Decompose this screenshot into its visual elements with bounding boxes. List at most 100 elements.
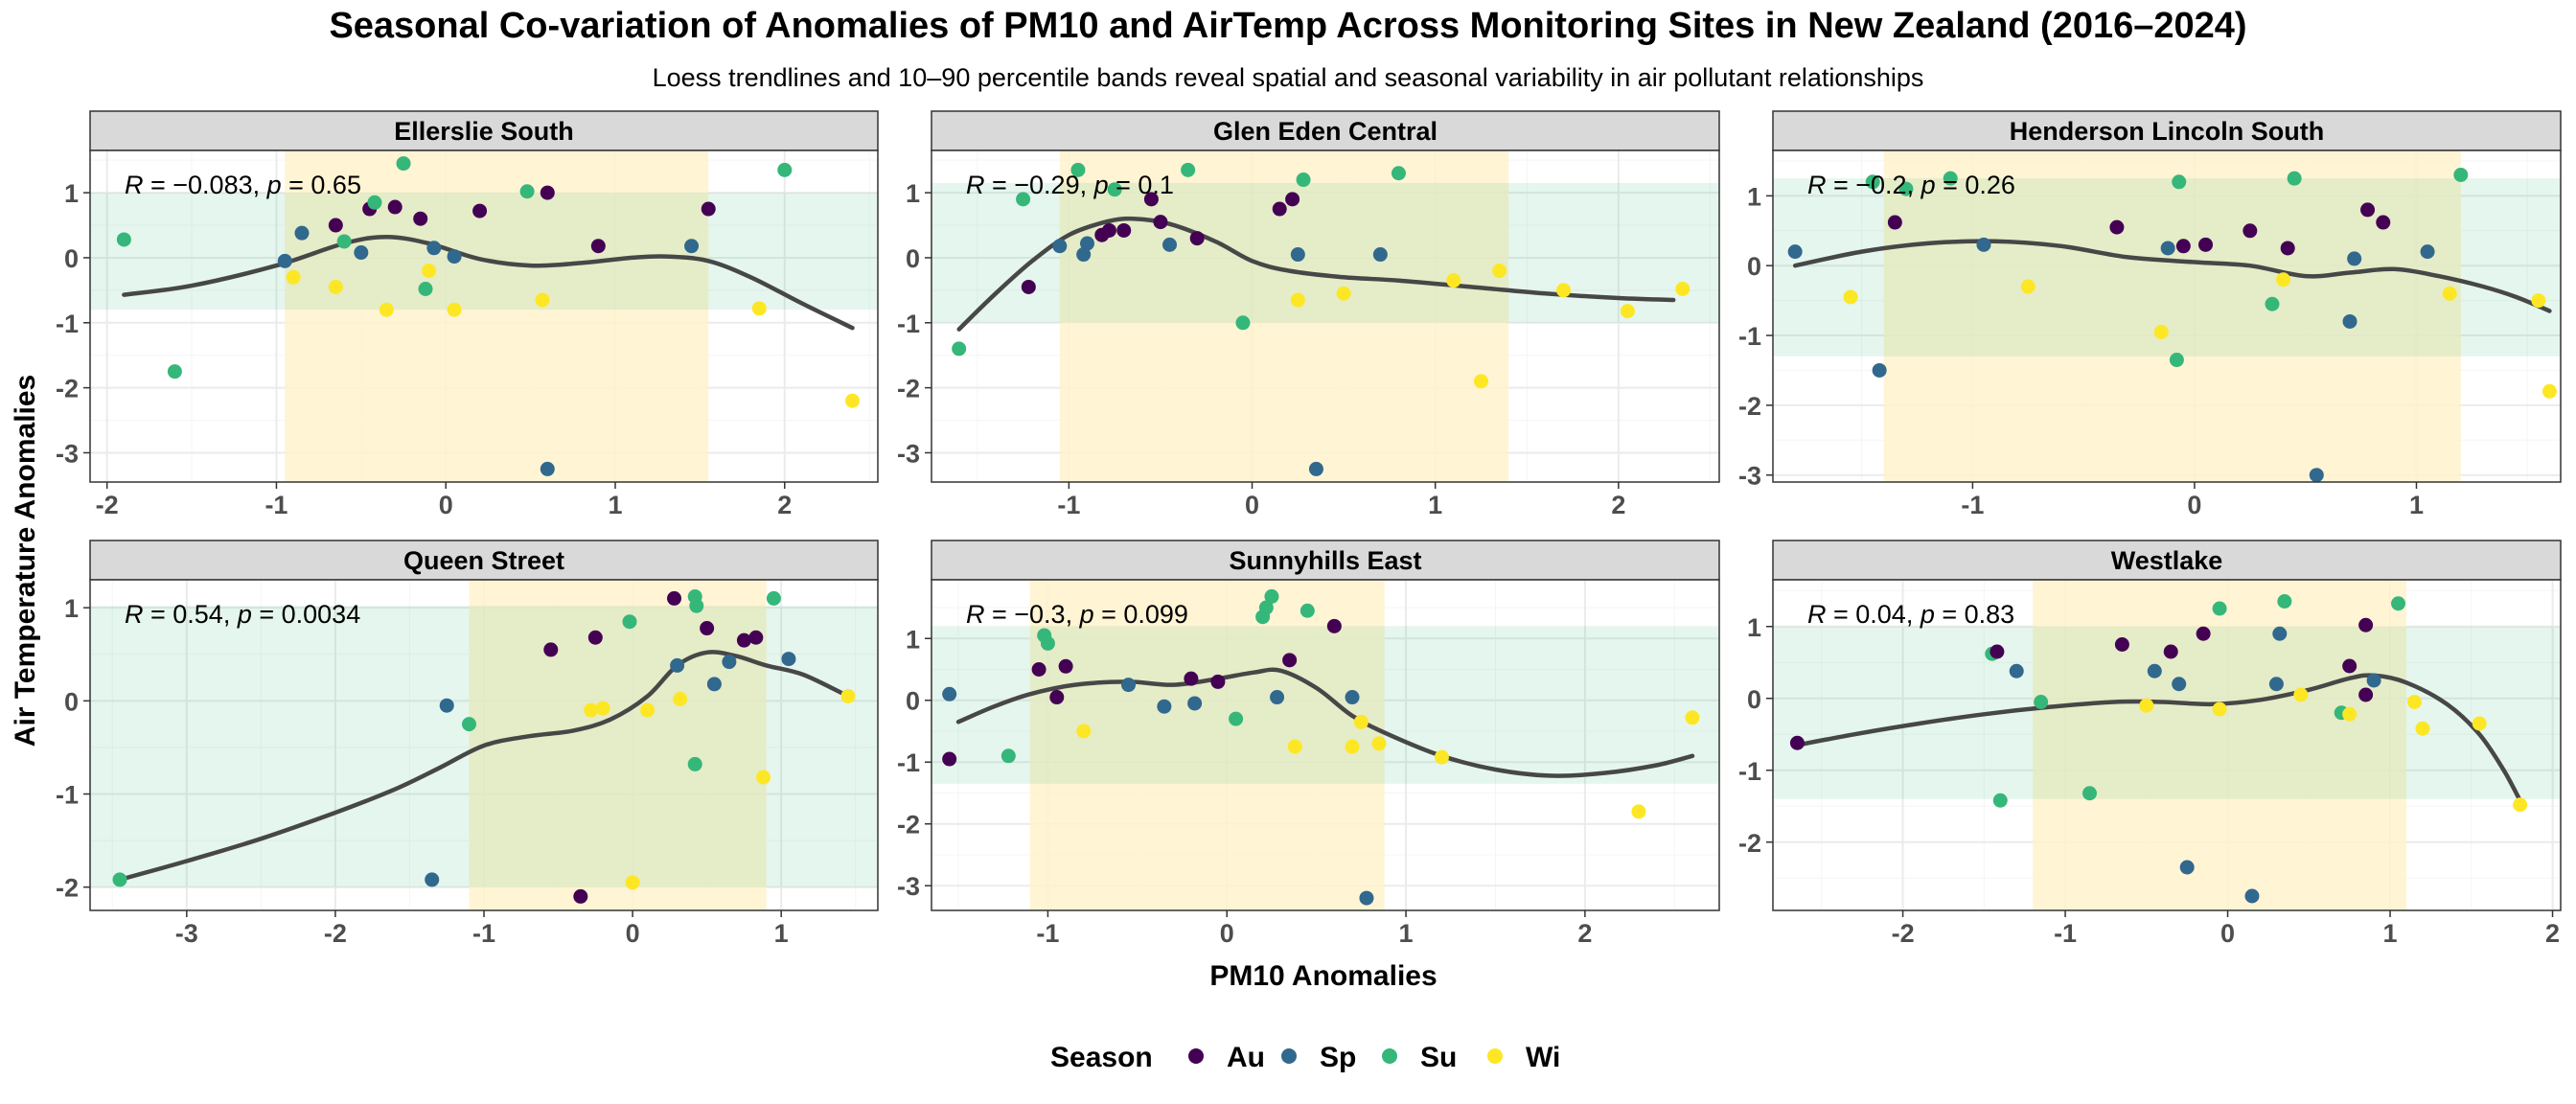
y-tick-label: 1	[906, 625, 920, 654]
data-point-au	[2198, 237, 2214, 252]
data-point-sp	[1359, 890, 1374, 906]
data-point-sp	[1308, 461, 1323, 476]
data-point-su	[1391, 166, 1406, 181]
data-point-wi	[2020, 279, 2036, 294]
facet-strip-label: Ellerslie South	[394, 117, 574, 146]
data-point-wi	[2442, 286, 2457, 301]
y-axis-title: Air Temperature Anomalies	[10, 375, 41, 747]
facet-panel: Henderson Lincoln South R = −0.2, p = 0.2…	[1738, 110, 2562, 519]
data-point-sp	[2172, 677, 2187, 692]
data-point-sp	[2244, 888, 2260, 904]
data-point-su	[519, 184, 535, 199]
data-point-su	[2212, 601, 2227, 616]
data-point-wi	[1675, 282, 1690, 297]
data-point-au	[1189, 231, 1205, 246]
correlation-label: R = −0.29, p = 0.1	[966, 171, 1174, 199]
data-point-au	[2163, 644, 2178, 659]
x-axis-title: PM10 Anomalies	[1209, 960, 1437, 992]
y-tick-label: -1	[56, 310, 79, 338]
data-point-sp	[2272, 626, 2288, 641]
loess-trendline	[117, 650, 851, 883]
legend-key-au	[1188, 1048, 1204, 1064]
data-point-wi	[2531, 293, 2546, 309]
y-tick-label: -1	[897, 310, 920, 338]
data-point-sp	[2366, 673, 2381, 688]
data-point-su	[167, 364, 182, 380]
data-point-au	[2196, 626, 2211, 641]
data-point-sp	[2160, 241, 2175, 256]
y-tick-label: -2	[897, 375, 920, 403]
data-point-au	[1285, 192, 1300, 207]
x-tick-label: 0	[439, 491, 453, 519]
legend-label: Su	[1420, 1042, 1457, 1073]
data-point-au	[1210, 674, 1226, 689]
data-point-su	[1300, 603, 1315, 618]
data-point-su	[952, 341, 967, 356]
chart-title: Seasonal Co-variation of Anomalies of PM…	[329, 6, 2247, 46]
facet-strip-label: Westlake	[2111, 546, 2223, 575]
pm10-percentile-band	[2033, 580, 2406, 910]
y-tick-label: -3	[897, 872, 920, 901]
y-tick-label: -2	[897, 811, 920, 840]
data-point-wi	[1473, 374, 1488, 389]
data-point-wi	[595, 701, 610, 716]
data-point-au	[1049, 690, 1065, 705]
data-point-su	[1943, 171, 1958, 186]
data-point-sp	[2347, 251, 2362, 266]
data-points	[942, 588, 1700, 906]
x-tick-label: 0	[626, 919, 640, 948]
data-point-wi	[640, 702, 656, 718]
legend-key-su	[1382, 1048, 1397, 1064]
data-point-su	[418, 282, 433, 297]
data-point-au	[2360, 202, 2376, 218]
y-tick-label: 0	[1747, 685, 1761, 714]
x-tick-label: 1	[1428, 491, 1442, 519]
data-point-wi	[840, 688, 856, 703]
data-point-au	[748, 630, 764, 645]
data-point-au	[2114, 637, 2129, 652]
data-point-wi	[1620, 304, 1635, 319]
data-point-wi	[1076, 724, 1092, 739]
data-point-su	[1040, 635, 1055, 651]
y-tick-label: -2	[1738, 392, 1761, 421]
y-tick-label: -3	[897, 439, 920, 468]
y-tick-label: 1	[1747, 182, 1761, 211]
facet-panel: Glen Eden Central R = −0.29, p = 0.1 -1 0 1 2…	[897, 110, 1720, 519]
data-point-sp	[1976, 237, 1991, 252]
facet-strip	[931, 110, 1720, 151]
data-point-su	[1898, 181, 1914, 196]
legend-item-wi: Wi	[1487, 1042, 1560, 1073]
airtemp-percentile-band	[1773, 178, 2561, 356]
data-point-au	[1184, 671, 1199, 686]
data-point-au	[2376, 215, 2391, 230]
x-tick-label: -1	[1057, 491, 1080, 519]
data-point-wi	[1685, 710, 1700, 725]
y-tick-label: 1	[64, 594, 79, 623]
x-tick-label: 0	[2220, 919, 2235, 948]
data-point-wi	[584, 702, 599, 718]
data-point-au	[413, 211, 428, 226]
pm10-percentile-band	[469, 580, 767, 910]
x-tick-label: -3	[175, 919, 198, 948]
data-point-au	[2280, 241, 2295, 256]
data-point-sp	[942, 686, 957, 702]
data-point-su	[2082, 786, 2097, 801]
data-point-wi	[2406, 695, 2422, 709]
data-point-wi	[1556, 283, 1572, 298]
data-point-wi	[2293, 687, 2309, 702]
legend: Season Au Sp Su Wi	[1050, 1042, 1560, 1073]
data-point-au	[1116, 222, 1132, 238]
data-point-au	[543, 642, 559, 657]
data-point-au	[1031, 662, 1046, 678]
data-point-au	[540, 185, 555, 200]
data-point-au	[1282, 653, 1298, 668]
data-point-sp	[781, 652, 796, 667]
x-tick-label: 1	[2383, 919, 2398, 948]
facet-strip-label: Queen Street	[403, 546, 564, 575]
data-point-wi	[286, 269, 301, 285]
x-tick-label: -1	[2054, 919, 2077, 948]
y-tick-label: 0	[906, 687, 920, 716]
data-point-wi	[2472, 716, 2487, 731]
correlation-label: R = −0.3, p = 0.099	[966, 600, 1188, 629]
data-point-au	[2109, 219, 2125, 235]
